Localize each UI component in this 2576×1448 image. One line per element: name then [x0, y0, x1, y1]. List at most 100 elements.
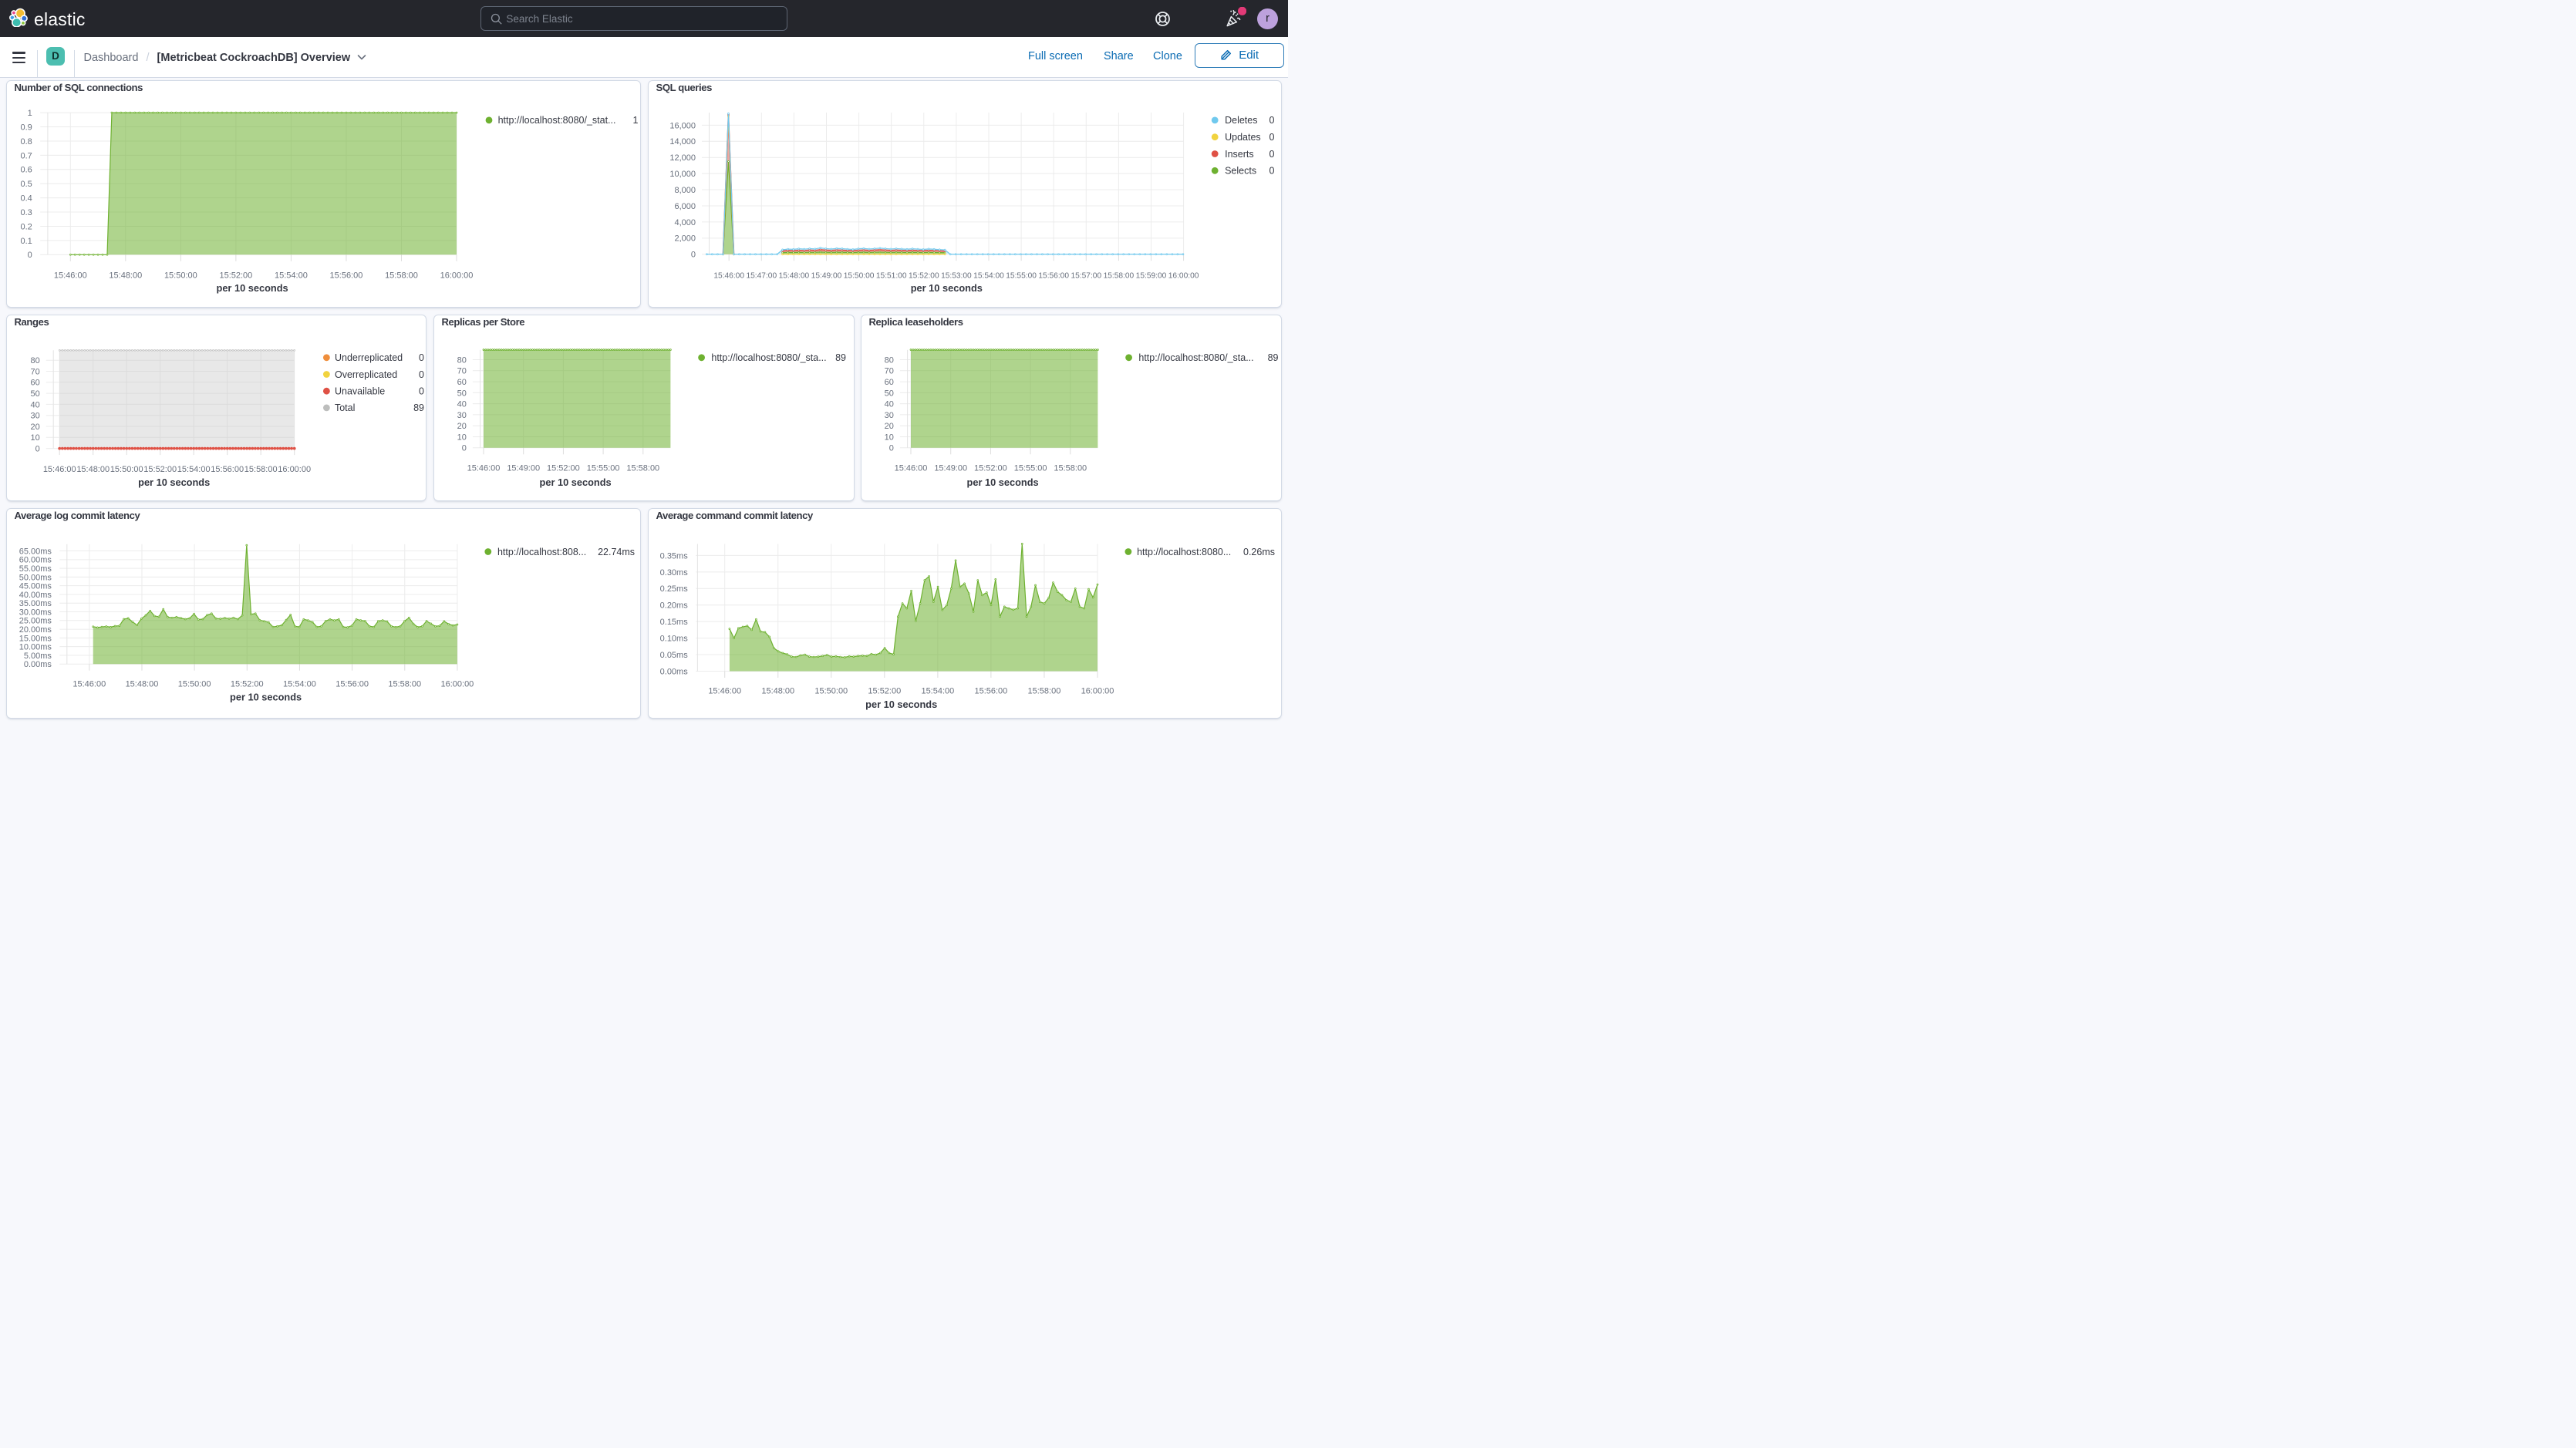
svg-text:50: 50: [457, 389, 467, 398]
svg-text:2,000: 2,000: [674, 234, 696, 243]
svg-text:http://localhost:8080/_sta...: http://localhost:8080/_sta...: [1139, 352, 1254, 363]
svg-text:15:48:00: 15:48:00: [126, 679, 159, 689]
svg-text:16:00:00: 16:00:00: [441, 679, 474, 689]
svg-text:15:57:00: 15:57:00: [1071, 271, 1101, 280]
svg-text:15:58:00: 15:58:00: [244, 465, 278, 474]
svg-text:0: 0: [1269, 165, 1274, 176]
svg-text:20: 20: [457, 422, 467, 431]
svg-text:15:46:00: 15:46:00: [43, 465, 76, 474]
svg-text:15:56:00: 15:56:00: [974, 686, 1007, 695]
svg-text:89: 89: [1268, 352, 1279, 363]
svg-text:70: 70: [457, 366, 467, 375]
svg-text:0: 0: [1269, 148, 1274, 159]
svg-text:15:52:00: 15:52:00: [909, 271, 939, 280]
svg-text:0.9: 0.9: [21, 123, 32, 132]
svg-text:per 10 seconds: per 10 seconds: [217, 282, 288, 294]
svg-text:0.15ms: 0.15ms: [660, 618, 689, 627]
svg-text:Updates: Updates: [1225, 132, 1261, 143]
svg-text:15:49:00: 15:49:00: [507, 463, 541, 473]
svg-text:10: 10: [885, 433, 894, 442]
svg-text:per 10 seconds: per 10 seconds: [138, 476, 210, 488]
svg-text:70: 70: [30, 367, 39, 376]
svg-text:22.74ms: 22.74ms: [598, 547, 635, 557]
svg-text:Number of SQL connections: Number of SQL connections: [15, 82, 143, 93]
svg-text:0.30ms: 0.30ms: [660, 568, 689, 578]
svg-text:40: 40: [457, 399, 467, 409]
svg-text:70: 70: [885, 366, 894, 375]
svg-text:12,000: 12,000: [669, 153, 696, 163]
svg-text:35.00ms: 35.00ms: [19, 599, 52, 608]
svg-text:80: 80: [30, 356, 39, 365]
svg-text:30: 30: [30, 411, 39, 420]
svg-text:15:50:00: 15:50:00: [844, 271, 875, 280]
svg-text:15:52:00: 15:52:00: [219, 271, 252, 280]
svg-text:15:54:00: 15:54:00: [921, 686, 954, 695]
svg-text:14,000: 14,000: [669, 137, 696, 146]
svg-text:0.1: 0.1: [21, 236, 32, 245]
svg-text:15:56:00: 15:56:00: [1038, 271, 1069, 280]
svg-text:60: 60: [885, 378, 894, 387]
svg-text:10.00ms: 10.00ms: [19, 642, 52, 652]
svg-text:15:54:00: 15:54:00: [275, 271, 308, 280]
svg-text:0.00ms: 0.00ms: [660, 667, 689, 676]
svg-text:Unavailable: Unavailable: [335, 386, 385, 396]
svg-text:15:46:00: 15:46:00: [708, 686, 741, 695]
svg-text:15:56:00: 15:56:00: [330, 271, 363, 280]
svg-text:0: 0: [419, 352, 424, 363]
svg-text:15:56:00: 15:56:00: [335, 679, 369, 689]
svg-text:15:46:00: 15:46:00: [72, 679, 106, 689]
svg-text:0.10ms: 0.10ms: [660, 634, 689, 643]
svg-text:0: 0: [419, 386, 424, 396]
svg-text:30: 30: [457, 411, 467, 420]
svg-text:15:46:00: 15:46:00: [895, 463, 928, 473]
svg-text:http://localhost:8080/_sta...: http://localhost:8080/_sta...: [712, 352, 827, 363]
svg-text:15:52:00: 15:52:00: [974, 463, 1007, 473]
svg-text:15:52:00: 15:52:00: [143, 465, 177, 474]
svg-text:0: 0: [691, 250, 696, 259]
svg-text:4,000: 4,000: [674, 217, 696, 227]
svg-text:10,000: 10,000: [669, 170, 696, 179]
svg-text:1: 1: [28, 109, 32, 118]
svg-text:10: 10: [30, 433, 39, 443]
svg-text:15:55:00: 15:55:00: [1006, 271, 1037, 280]
svg-text:Average log commit latency: Average log commit latency: [15, 510, 141, 521]
svg-text:65.00ms: 65.00ms: [19, 547, 52, 556]
svg-text:40: 40: [30, 400, 39, 409]
svg-text:0.25ms: 0.25ms: [660, 584, 689, 594]
svg-text:15:58:00: 15:58:00: [1054, 463, 1087, 473]
svg-text:15:48:00: 15:48:00: [761, 686, 794, 695]
svg-text:6,000: 6,000: [674, 201, 696, 210]
svg-text:0: 0: [28, 251, 32, 260]
svg-text:15:58:00: 15:58:00: [1027, 686, 1060, 695]
svg-text:15:58:00: 15:58:00: [627, 463, 660, 473]
svg-text:15:52:00: 15:52:00: [231, 679, 264, 689]
svg-text:15:49:00: 15:49:00: [935, 463, 968, 473]
svg-text:0.05ms: 0.05ms: [660, 651, 689, 660]
svg-text:40: 40: [885, 399, 894, 409]
svg-text:0: 0: [889, 443, 894, 453]
svg-text:Overreplicated: Overreplicated: [335, 369, 397, 379]
svg-text:0.26ms: 0.26ms: [1243, 547, 1275, 557]
svg-text:15:58:00: 15:58:00: [385, 271, 418, 280]
svg-text:1: 1: [633, 115, 639, 126]
svg-text:15:47:00: 15:47:00: [746, 271, 777, 280]
svg-text:8,000: 8,000: [674, 185, 696, 194]
svg-text:15:54:00: 15:54:00: [177, 465, 211, 474]
svg-text:0: 0: [462, 443, 467, 453]
svg-text:15:50:00: 15:50:00: [164, 271, 197, 280]
svg-text:40.00ms: 40.00ms: [19, 591, 52, 600]
svg-text:16,000: 16,000: [669, 121, 696, 130]
svg-text:Replica leaseholders: Replica leaseholders: [869, 316, 963, 328]
svg-text:per 10 seconds: per 10 seconds: [911, 282, 983, 294]
svg-text:15:49:00: 15:49:00: [811, 271, 842, 280]
svg-text:15:50:00: 15:50:00: [814, 686, 848, 695]
svg-text:15:46:00: 15:46:00: [713, 271, 744, 280]
svg-text:5.00ms: 5.00ms: [24, 652, 52, 661]
svg-text:10: 10: [457, 433, 467, 442]
svg-text:per 10 seconds: per 10 seconds: [865, 699, 937, 710]
svg-text:15:54:00: 15:54:00: [283, 679, 316, 689]
svg-text:per 10 seconds: per 10 seconds: [540, 476, 612, 488]
svg-text:55.00ms: 55.00ms: [19, 564, 52, 574]
svg-text:Inserts: Inserts: [1225, 148, 1254, 159]
svg-text:60: 60: [30, 378, 39, 387]
